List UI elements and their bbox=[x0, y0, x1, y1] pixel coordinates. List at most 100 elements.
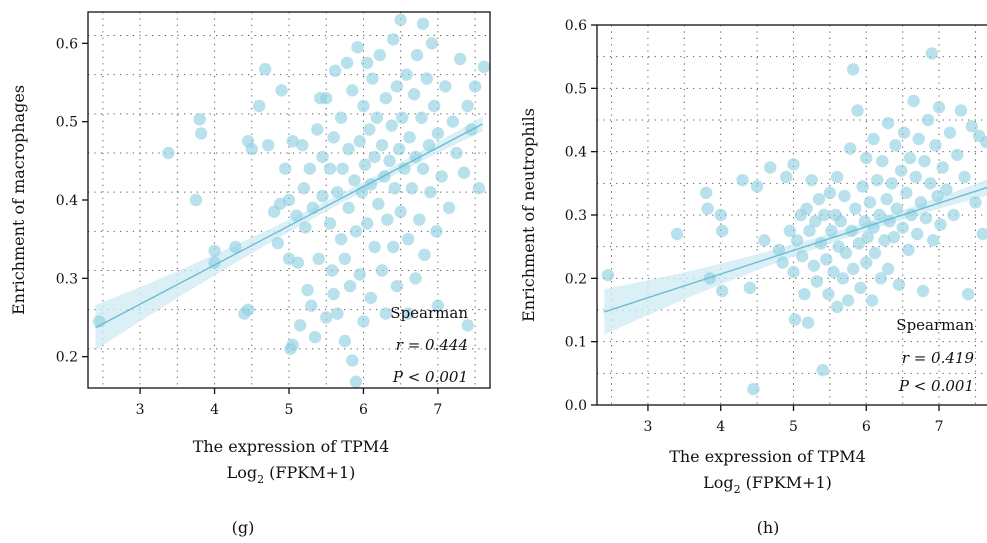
data-point bbox=[392, 142, 406, 156]
data-point bbox=[290, 209, 303, 222]
data-point bbox=[316, 150, 329, 164]
data-point bbox=[312, 252, 325, 265]
data-point bbox=[375, 138, 389, 152]
data-point bbox=[861, 230, 874, 244]
data-point bbox=[353, 268, 366, 281]
data-point bbox=[969, 196, 982, 209]
data-point bbox=[388, 182, 401, 195]
data-point bbox=[306, 201, 320, 215]
data-point bbox=[976, 227, 987, 241]
data-point bbox=[830, 170, 844, 184]
data-point bbox=[715, 224, 729, 238]
x-axis-label: The expression of TPM4 bbox=[669, 447, 866, 466]
stats-annotation: Spearman r = 0.444 P < 0.001 bbox=[390, 304, 468, 386]
data-point bbox=[468, 80, 482, 93]
data-point bbox=[865, 294, 879, 307]
data-point bbox=[788, 313, 802, 326]
data-point bbox=[880, 192, 893, 206]
data-point bbox=[360, 217, 374, 230]
data-point bbox=[954, 104, 968, 117]
data-point bbox=[823, 186, 837, 200]
data-point bbox=[360, 56, 374, 70]
data-point bbox=[902, 243, 915, 257]
data-point bbox=[327, 287, 340, 301]
data-point bbox=[925, 47, 938, 60]
stats-method: Spearman bbox=[390, 304, 468, 322]
data-point bbox=[342, 142, 355, 156]
data-point bbox=[895, 164, 908, 177]
x-tick-label: 6 bbox=[359, 402, 368, 418]
data-point bbox=[358, 158, 372, 171]
data-point bbox=[370, 111, 384, 124]
data-point bbox=[907, 94, 920, 108]
data-point bbox=[349, 225, 363, 238]
x-tick-label: 3 bbox=[643, 419, 652, 435]
data-point bbox=[834, 215, 848, 228]
data-point bbox=[841, 294, 855, 307]
data-point bbox=[368, 150, 381, 164]
stats-r-value: r = 0.444 bbox=[396, 336, 468, 354]
x-axis-label-unit: Log2 (FPKM+1) bbox=[227, 463, 356, 486]
data-point bbox=[346, 84, 359, 97]
data-point bbox=[897, 126, 911, 139]
data-point bbox=[325, 264, 339, 277]
data-point bbox=[849, 202, 862, 215]
data-point bbox=[431, 127, 445, 140]
data-point bbox=[340, 56, 354, 70]
data-point bbox=[936, 161, 949, 174]
data-point bbox=[446, 115, 459, 128]
data-point bbox=[947, 208, 960, 222]
data-point bbox=[303, 162, 317, 175]
data-point bbox=[477, 60, 490, 74]
stats-r-value: r = 0.419 bbox=[902, 349, 975, 367]
x-tick-label: 6 bbox=[862, 419, 871, 435]
y-axis-label: Enrichment of neutrophils bbox=[519, 108, 538, 322]
data-point bbox=[809, 215, 822, 228]
data-point bbox=[980, 135, 987, 149]
data-point bbox=[416, 162, 430, 175]
data-point bbox=[342, 201, 355, 215]
data-point bbox=[846, 262, 860, 276]
data-point bbox=[435, 170, 448, 183]
data-point bbox=[415, 111, 428, 124]
data-point bbox=[320, 311, 333, 324]
data-point bbox=[338, 334, 352, 348]
y-axis-label: Enrichment of macrophages bbox=[9, 85, 28, 315]
data-point bbox=[900, 186, 913, 200]
data-point bbox=[874, 272, 888, 285]
data-point bbox=[870, 173, 884, 187]
data-point bbox=[379, 307, 392, 320]
y-tick-label: 0.2 bbox=[56, 350, 78, 366]
data-point bbox=[851, 104, 864, 117]
data-point bbox=[800, 202, 813, 215]
y-tick-label: 0.3 bbox=[56, 271, 78, 287]
data-point bbox=[854, 281, 867, 295]
x-axis-label-unit: Log2 (FPKM+1) bbox=[703, 473, 832, 496]
data-point bbox=[736, 173, 749, 187]
data-point bbox=[890, 202, 904, 215]
data-point bbox=[253, 99, 266, 113]
data-point bbox=[343, 279, 357, 293]
data-point bbox=[349, 375, 363, 388]
data-point bbox=[286, 338, 299, 352]
data-point bbox=[743, 281, 757, 295]
data-point bbox=[790, 234, 804, 247]
data-point bbox=[331, 185, 344, 199]
x-tick-label: 3 bbox=[136, 402, 145, 418]
data-point bbox=[338, 252, 352, 265]
x-axis-label: The expression of TPM4 bbox=[193, 437, 390, 456]
data-point bbox=[776, 256, 789, 269]
data-point bbox=[241, 303, 255, 316]
data-point bbox=[261, 138, 275, 152]
x-tick-label: 4 bbox=[210, 402, 219, 418]
x-tick-label: 5 bbox=[789, 419, 798, 435]
data-point bbox=[373, 48, 387, 62]
data-point bbox=[418, 248, 431, 262]
data-point bbox=[258, 62, 272, 76]
data-point bbox=[896, 221, 909, 234]
y-tick-label: 0.5 bbox=[56, 115, 78, 131]
y-tick-label: 0.5 bbox=[565, 81, 587, 97]
data-point bbox=[856, 180, 869, 193]
data-point bbox=[420, 72, 433, 85]
